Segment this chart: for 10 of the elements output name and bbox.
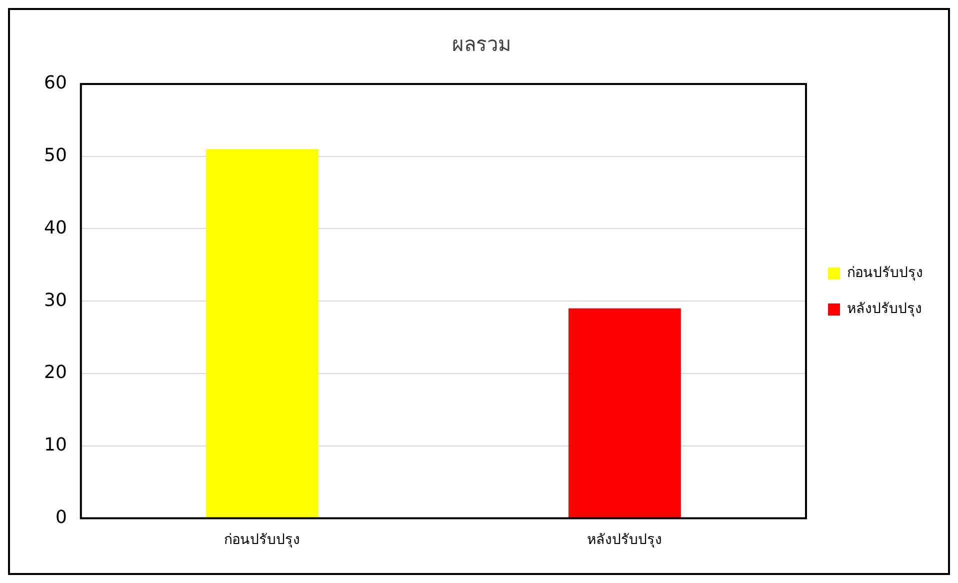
y-tick-label: 30 [44,290,67,311]
y-tick-label: 50 [44,145,67,166]
y-tick-label: 60 [44,72,67,94]
y-tick-label: 40 [44,217,67,238]
chart-title: ผลรวม [452,32,511,56]
legend-label: ก่อนปรับปรุง [847,265,923,282]
y-tick-label: 0 [55,506,67,528]
y-tick-label: 10 [44,434,67,456]
y-tick-label: 20 [44,362,67,384]
legend-label: หลังปรับปรุง [847,301,922,318]
